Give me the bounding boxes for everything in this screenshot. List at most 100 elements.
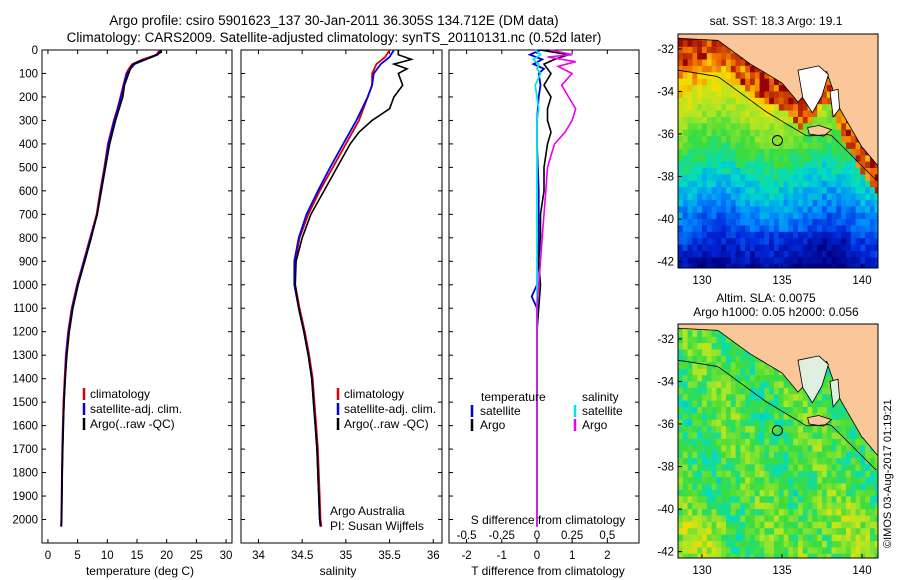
heatmap-cell: [778, 477, 785, 485]
heatmap-cell: [774, 445, 780, 453]
heatmap-cell: [855, 238, 861, 246]
heatmap-cell: [778, 381, 785, 389]
heatmap-cell: [754, 515, 761, 523]
heatmap-cell: [721, 534, 727, 542]
heatmap-cell: [759, 161, 765, 169]
t-difference-xlabel: T difference from climatology: [471, 564, 625, 578]
heatmap-cell: [697, 97, 703, 105]
heatmap-cell: [735, 343, 741, 351]
heatmap-cell: [855, 148, 861, 156]
heatmap-cell: [764, 78, 770, 86]
heatmap-cell: [745, 193, 751, 201]
heatmap-cell: [697, 407, 703, 414]
heatmap-cell: [802, 515, 809, 523]
heatmap-cell: [846, 193, 852, 201]
heatmap-cell: [865, 225, 871, 233]
heatmap-cell: [692, 46, 698, 54]
heatmap-cell: [802, 553, 809, 558]
heatmap-cell: [759, 123, 765, 131]
heatmap-cell: [711, 219, 717, 227]
heatmap-cell: [726, 78, 732, 86]
heatmap-cell: [726, 180, 732, 188]
heatmap-cell: [841, 489, 847, 497]
heatmap-cell: [793, 104, 799, 112]
heatmap-cell: [764, 515, 770, 523]
heatmap-cell: [764, 375, 770, 383]
heatmap-cell: [831, 470, 837, 478]
heatmap-cell: [740, 483, 746, 491]
heatmap-cell: [841, 161, 847, 169]
heatmap-cell: [716, 91, 722, 99]
heatmap-cell: [759, 432, 765, 440]
heatmap-cell: [764, 438, 770, 446]
sla-map-panel: Altim. SLA: 0.0075 Argo h1000: 0.05 h200…: [657, 291, 879, 577]
heatmap-cell: [812, 148, 818, 156]
heatmap-cell: [865, 238, 871, 246]
y-tick-label: 400: [19, 139, 38, 151]
heatmap-cell: [740, 407, 746, 414]
heatmap-cell: [721, 155, 727, 163]
heatmap-cell: [682, 368, 689, 376]
heatmap-cell: [855, 470, 861, 478]
heatmap-cell: [817, 483, 823, 491]
heatmap-cell: [831, 187, 837, 195]
heatmap-cell: [793, 193, 799, 201]
heatmap-cell: [778, 502, 785, 510]
heatmap-cell: [836, 142, 842, 150]
heatmap-cell: [711, 534, 717, 542]
heatmap-cell: [874, 515, 878, 523]
heatmap-cell: [802, 528, 809, 536]
heatmap-cell: [870, 187, 876, 195]
heatmap-cell: [774, 97, 780, 105]
heatmap-cell: [745, 419, 751, 427]
heatmap-cell: [702, 521, 708, 529]
heatmap-cell: [750, 477, 756, 485]
heatmap-cell: [692, 470, 698, 478]
heatmap-cell: [860, 515, 866, 523]
heatmap-cell: [798, 219, 804, 227]
heatmap-cell: [735, 355, 741, 363]
heatmap-cell: [711, 65, 717, 73]
heatmap-cell: [678, 199, 684, 207]
heatmap-cell: [788, 174, 794, 182]
heatmap-cell: [678, 174, 684, 182]
heatmap-cell: [711, 174, 717, 182]
heatmap-cell: [740, 251, 746, 258]
x-tick-label: 35: [339, 550, 352, 562]
heatmap-cell: [793, 419, 799, 427]
heatmap-cell: [759, 72, 765, 80]
heatmap-cell: [783, 509, 789, 517]
heatmap-cell: [702, 349, 708, 357]
gulf-st-vincent: [829, 88, 841, 119]
heatmap-cell: [702, 541, 708, 548]
heatmap-cell: [855, 231, 861, 239]
heatmap-cell: [870, 509, 876, 517]
heatmap-cell: [692, 521, 698, 529]
y-tick-label: 1900: [12, 491, 38, 503]
heatmap-cell: [846, 464, 852, 472]
heatmap-cell: [807, 445, 813, 453]
heatmap-cell: [846, 553, 852, 558]
heatmap-cell: [721, 193, 727, 201]
heatmap-cell: [697, 349, 703, 357]
heatmap-cell: [740, 187, 746, 195]
heatmap-cell: [692, 123, 698, 131]
heatmap-cell: [826, 257, 833, 265]
heatmap-cell: [697, 53, 703, 61]
heatmap-cell: [812, 136, 818, 144]
heatmap-cell: [697, 445, 703, 453]
heatmap-cell: [778, 180, 785, 188]
heatmap-cell: [870, 553, 876, 558]
heatmap-cell: [730, 110, 737, 118]
heatmap-cell: [759, 477, 765, 485]
heatmap-cell: [711, 496, 717, 504]
heatmap-cell: [678, 168, 684, 175]
heatmap-cell: [716, 231, 722, 239]
heatmap-cell: [788, 97, 794, 105]
heatmap-cell: [807, 400, 813, 408]
heatmap-cell: [711, 180, 717, 188]
heatmap-cell: [702, 336, 708, 344]
heatmap-cell: [750, 129, 756, 137]
heatmap-cell: [716, 251, 722, 258]
heatmap-cell: [812, 238, 818, 246]
